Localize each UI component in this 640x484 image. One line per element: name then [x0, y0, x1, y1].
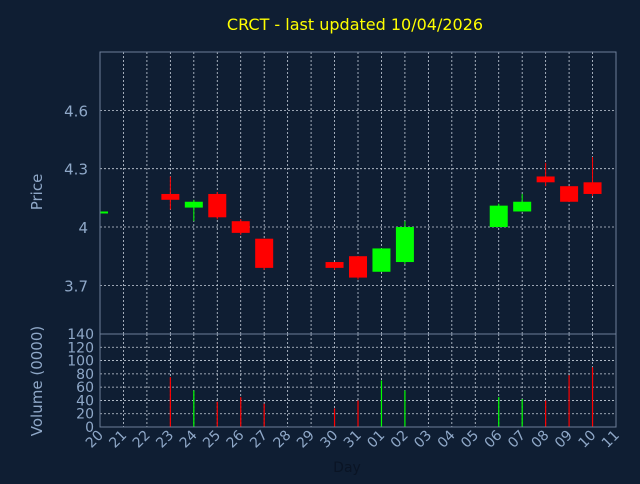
volume-tick-label: 100 [67, 354, 94, 370]
candle-06 [489, 203, 508, 228]
candle-01 [372, 248, 391, 272]
volume-tick-label: 40 [76, 393, 94, 409]
candle-10 [583, 157, 602, 196]
candle-body [255, 238, 274, 268]
price-tick-label: 4 [78, 219, 88, 237]
candle-26 [231, 219, 250, 235]
price-tick-labels: 3.7 4 4.3 4.6 [64, 102, 88, 295]
candle-body [560, 186, 579, 202]
volume-axis-label: Volume (0000) [28, 326, 46, 436]
candle-body [536, 176, 555, 183]
candle-body [100, 211, 108, 214]
price-axis-label: Price [28, 174, 46, 211]
candle-body [583, 182, 602, 194]
candle-body [513, 201, 532, 212]
volume-tick-label: 120 [67, 340, 94, 356]
candle-24 [184, 199, 203, 222]
candle-body [161, 193, 180, 200]
candle-07 [513, 193, 532, 212]
price-tick-label: 4.6 [64, 102, 88, 120]
candle-body [184, 201, 203, 208]
chart-title: CRCT - last updated 10/04/2026 [227, 15, 483, 34]
price-tick-label: 3.7 [64, 277, 88, 295]
volume-tick-label: 80 [76, 367, 94, 383]
candle-23 [161, 176, 180, 210]
volume-tick-label: 20 [76, 407, 94, 423]
candle-09 [560, 186, 579, 202]
x-tick-labels: 20 21 22 23 24 25 26 27 28 29 30 31 01 02 03 04 05 06 07 08… [83, 427, 623, 451]
candle-body [325, 262, 344, 268]
candles [100, 157, 602, 280]
x-axis-label: Day [333, 460, 361, 476]
candle-30 [325, 262, 344, 270]
price-tick-label: 4.3 [64, 161, 88, 179]
volume-plot-frame [99, 333, 617, 428]
candle-body [489, 205, 508, 228]
candle-20 [100, 211, 108, 214]
candle-body [208, 193, 227, 218]
volume-tick-label: 140 [67, 327, 94, 343]
candle-body [349, 256, 367, 278]
candle-27 [255, 238, 274, 270]
candle-02 [395, 221, 414, 264]
candle-body [372, 248, 391, 272]
candle-body [395, 227, 414, 263]
volume-bars [169, 367, 594, 427]
candle-08 [536, 162, 555, 187]
candle-body [231, 221, 250, 233]
volume-tick-label: 0 [85, 420, 94, 436]
candle-31 [349, 256, 367, 280]
volume-tick-label: 60 [76, 380, 94, 396]
candle-25 [208, 192, 227, 220]
